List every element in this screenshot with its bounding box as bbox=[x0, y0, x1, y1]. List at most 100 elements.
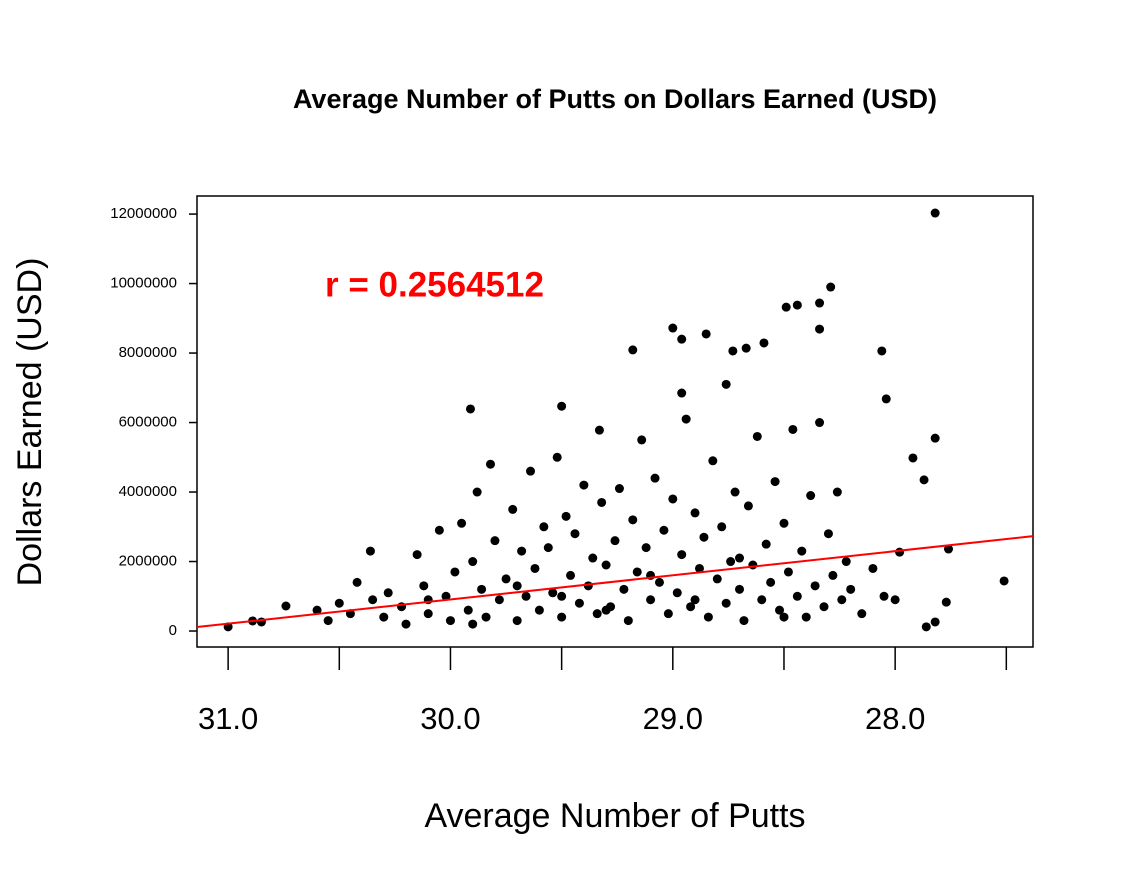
point bbox=[368, 595, 378, 605]
point bbox=[792, 591, 802, 601]
point bbox=[481, 612, 491, 622]
point bbox=[501, 574, 511, 584]
point bbox=[557, 612, 567, 622]
point bbox=[548, 588, 558, 598]
point bbox=[592, 609, 602, 619]
x-tick-label: 30.0 bbox=[420, 701, 480, 736]
point bbox=[534, 605, 544, 615]
point bbox=[485, 459, 495, 469]
point bbox=[823, 529, 833, 539]
point bbox=[810, 581, 820, 591]
point bbox=[646, 595, 656, 605]
point bbox=[815, 324, 825, 334]
point bbox=[614, 484, 624, 494]
point bbox=[472, 487, 482, 497]
point bbox=[686, 602, 696, 612]
x-axis-label: Average Number of Putts bbox=[424, 797, 805, 835]
y-tick-label: 10000000 bbox=[110, 275, 177, 292]
point bbox=[779, 612, 789, 622]
point bbox=[610, 536, 620, 546]
point bbox=[857, 609, 867, 619]
point bbox=[557, 591, 567, 601]
point bbox=[543, 543, 553, 553]
point bbox=[681, 414, 691, 424]
point bbox=[281, 601, 291, 611]
point bbox=[468, 557, 478, 567]
point bbox=[728, 346, 738, 356]
plot-frame bbox=[196, 195, 1034, 648]
point bbox=[890, 595, 900, 605]
point bbox=[334, 598, 344, 608]
point bbox=[703, 612, 713, 622]
point bbox=[699, 532, 709, 542]
point bbox=[654, 577, 664, 587]
point bbox=[323, 616, 333, 626]
point bbox=[659, 525, 669, 535]
y-tick-label: 8000000 bbox=[119, 344, 177, 361]
point bbox=[457, 518, 467, 528]
point bbox=[512, 581, 522, 591]
point bbox=[930, 208, 940, 218]
point bbox=[557, 401, 567, 411]
y-tick-label: 2000000 bbox=[119, 552, 177, 569]
point bbox=[730, 487, 740, 497]
point bbox=[781, 302, 791, 312]
x-tick-label: 28.0 bbox=[865, 701, 925, 736]
point bbox=[450, 567, 460, 577]
point bbox=[641, 543, 651, 553]
point bbox=[597, 497, 607, 507]
point bbox=[412, 550, 422, 560]
x-tick-label: 31.0 bbox=[198, 701, 258, 736]
y-tick-label: 0 bbox=[169, 622, 177, 639]
point bbox=[766, 577, 776, 587]
point bbox=[694, 563, 704, 573]
point bbox=[668, 323, 678, 333]
point bbox=[788, 424, 798, 434]
y-tick-label: 4000000 bbox=[119, 483, 177, 500]
point bbox=[930, 433, 940, 443]
point bbox=[919, 475, 929, 485]
point bbox=[521, 591, 531, 601]
point bbox=[801, 612, 811, 622]
point bbox=[748, 560, 758, 570]
point bbox=[941, 597, 951, 607]
point bbox=[775, 605, 785, 615]
point bbox=[828, 570, 838, 580]
point bbox=[881, 394, 891, 404]
y-tick-label: 6000000 bbox=[119, 414, 177, 431]
point bbox=[832, 487, 842, 497]
point bbox=[735, 584, 745, 594]
point bbox=[877, 346, 887, 356]
point bbox=[726, 557, 736, 567]
point bbox=[588, 553, 598, 563]
point bbox=[494, 595, 504, 605]
point bbox=[601, 605, 611, 615]
point bbox=[717, 522, 727, 532]
point bbox=[539, 522, 549, 532]
point bbox=[561, 511, 571, 521]
point bbox=[743, 501, 753, 511]
point bbox=[999, 576, 1009, 586]
point bbox=[752, 431, 762, 441]
point bbox=[677, 550, 687, 560]
point bbox=[517, 546, 527, 556]
y-tick-label: 12000000 bbox=[110, 205, 177, 222]
point bbox=[512, 616, 522, 626]
point bbox=[508, 504, 518, 514]
point bbox=[552, 452, 562, 462]
fit-line bbox=[196, 535, 1034, 629]
point bbox=[623, 616, 633, 626]
point bbox=[868, 563, 878, 573]
point bbox=[628, 515, 638, 525]
point bbox=[594, 425, 604, 435]
point bbox=[477, 584, 487, 594]
point bbox=[826, 282, 836, 292]
point bbox=[930, 617, 940, 627]
point bbox=[574, 598, 584, 608]
point bbox=[468, 619, 478, 629]
point bbox=[579, 480, 589, 490]
point bbox=[570, 529, 580, 539]
point bbox=[628, 345, 638, 355]
point bbox=[783, 567, 793, 577]
point bbox=[423, 609, 433, 619]
